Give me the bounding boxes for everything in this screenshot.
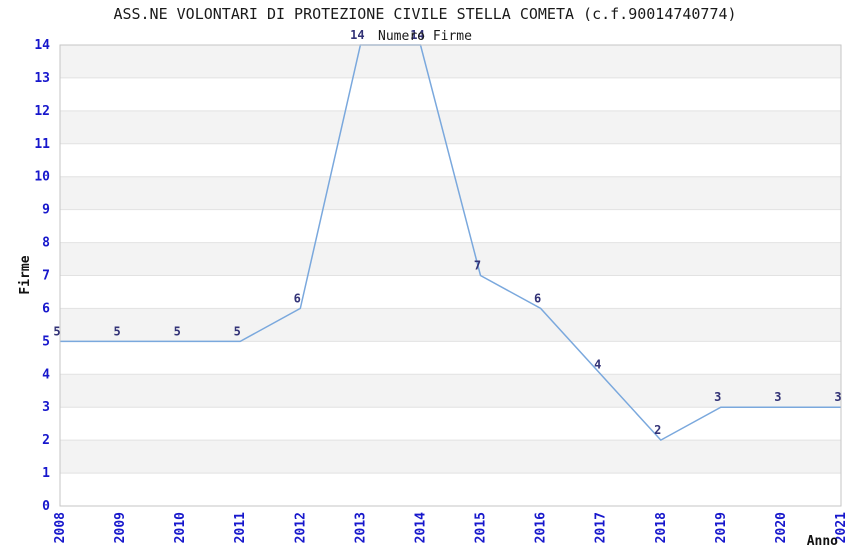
x-tick-label: 2018 xyxy=(654,512,669,543)
grid-band xyxy=(60,45,841,78)
chart-title: ASS.NE VOLONTARI DI PROTEZIONE CIVILE ST… xyxy=(113,5,736,23)
x-axis-title: Anno xyxy=(807,534,838,549)
y-tick-label: 8 xyxy=(42,236,50,251)
y-tick-label: 11 xyxy=(34,137,50,152)
point-label: 3 xyxy=(714,390,721,404)
grid-band xyxy=(60,242,841,276)
series-line xyxy=(60,44,841,442)
grid-band xyxy=(60,374,841,408)
point-label: 14 xyxy=(350,28,364,42)
y-tick-label: 9 xyxy=(42,203,50,218)
y-tick-label: 13 xyxy=(34,71,50,86)
grid-band xyxy=(60,440,841,474)
x-tick-label: 2011 xyxy=(233,512,248,543)
point-label: 5 xyxy=(174,324,181,338)
point-label: 14 xyxy=(410,28,424,42)
point-label: 5 xyxy=(53,324,60,338)
x-tick-label: 2019 xyxy=(714,512,729,543)
series-group xyxy=(60,44,841,442)
point-label: 2 xyxy=(654,423,661,437)
x-tick-label: 2016 xyxy=(534,512,549,543)
y-tick-label: 14 xyxy=(34,38,50,53)
x-tick-label: 2012 xyxy=(293,512,308,543)
point-label: 3 xyxy=(834,390,841,404)
x-tick-label: 2014 xyxy=(414,512,429,543)
x-tick-label: 2015 xyxy=(474,512,489,543)
y-axis-title: Firme xyxy=(18,255,33,294)
point-label: 3 xyxy=(774,390,781,404)
point-labels: 5 5 5 5 6 14 14 7 6 4 2 3 3 3 xyxy=(53,28,841,437)
x-tick-label: 2008 xyxy=(53,512,68,543)
point-label: 5 xyxy=(234,324,241,338)
grid-band xyxy=(60,176,841,210)
point-label: 6 xyxy=(534,291,541,305)
point-label: 5 xyxy=(113,324,120,338)
y-tick-label: 7 xyxy=(42,269,50,284)
x-tick-label: 2013 xyxy=(353,512,368,543)
y-tick-label: 2 xyxy=(42,433,50,448)
y-tick-label: 1 xyxy=(42,466,50,481)
y-tick-label: 10 xyxy=(34,170,50,185)
x-axis-ticks: 2008 2009 2010 2011 2012 2013 2014 2015 2016 2017… xyxy=(53,512,849,543)
y-tick-label: 6 xyxy=(42,301,50,316)
x-tick-label: 2021 xyxy=(834,512,849,543)
y-tick-label: 5 xyxy=(42,334,50,349)
x-tick-label: 2009 xyxy=(113,512,128,543)
point-label: 6 xyxy=(294,291,301,305)
y-tick-label: 3 xyxy=(42,400,50,415)
grid-band xyxy=(60,308,841,342)
y-tick-label: 12 xyxy=(34,104,50,119)
y-tick-label: 4 xyxy=(42,367,50,382)
y-tick-label: 0 xyxy=(42,499,50,514)
point-label: 4 xyxy=(594,357,601,371)
plot-border xyxy=(59,44,842,507)
x-tick-label: 2010 xyxy=(173,512,188,543)
x-tick-label: 2020 xyxy=(774,512,789,543)
x-tick-label: 2017 xyxy=(594,512,609,543)
grid-band xyxy=(60,110,841,144)
point-label: 7 xyxy=(474,259,481,273)
chart-subtitle: Numero Firme xyxy=(378,29,472,44)
plot-bands xyxy=(60,45,841,474)
